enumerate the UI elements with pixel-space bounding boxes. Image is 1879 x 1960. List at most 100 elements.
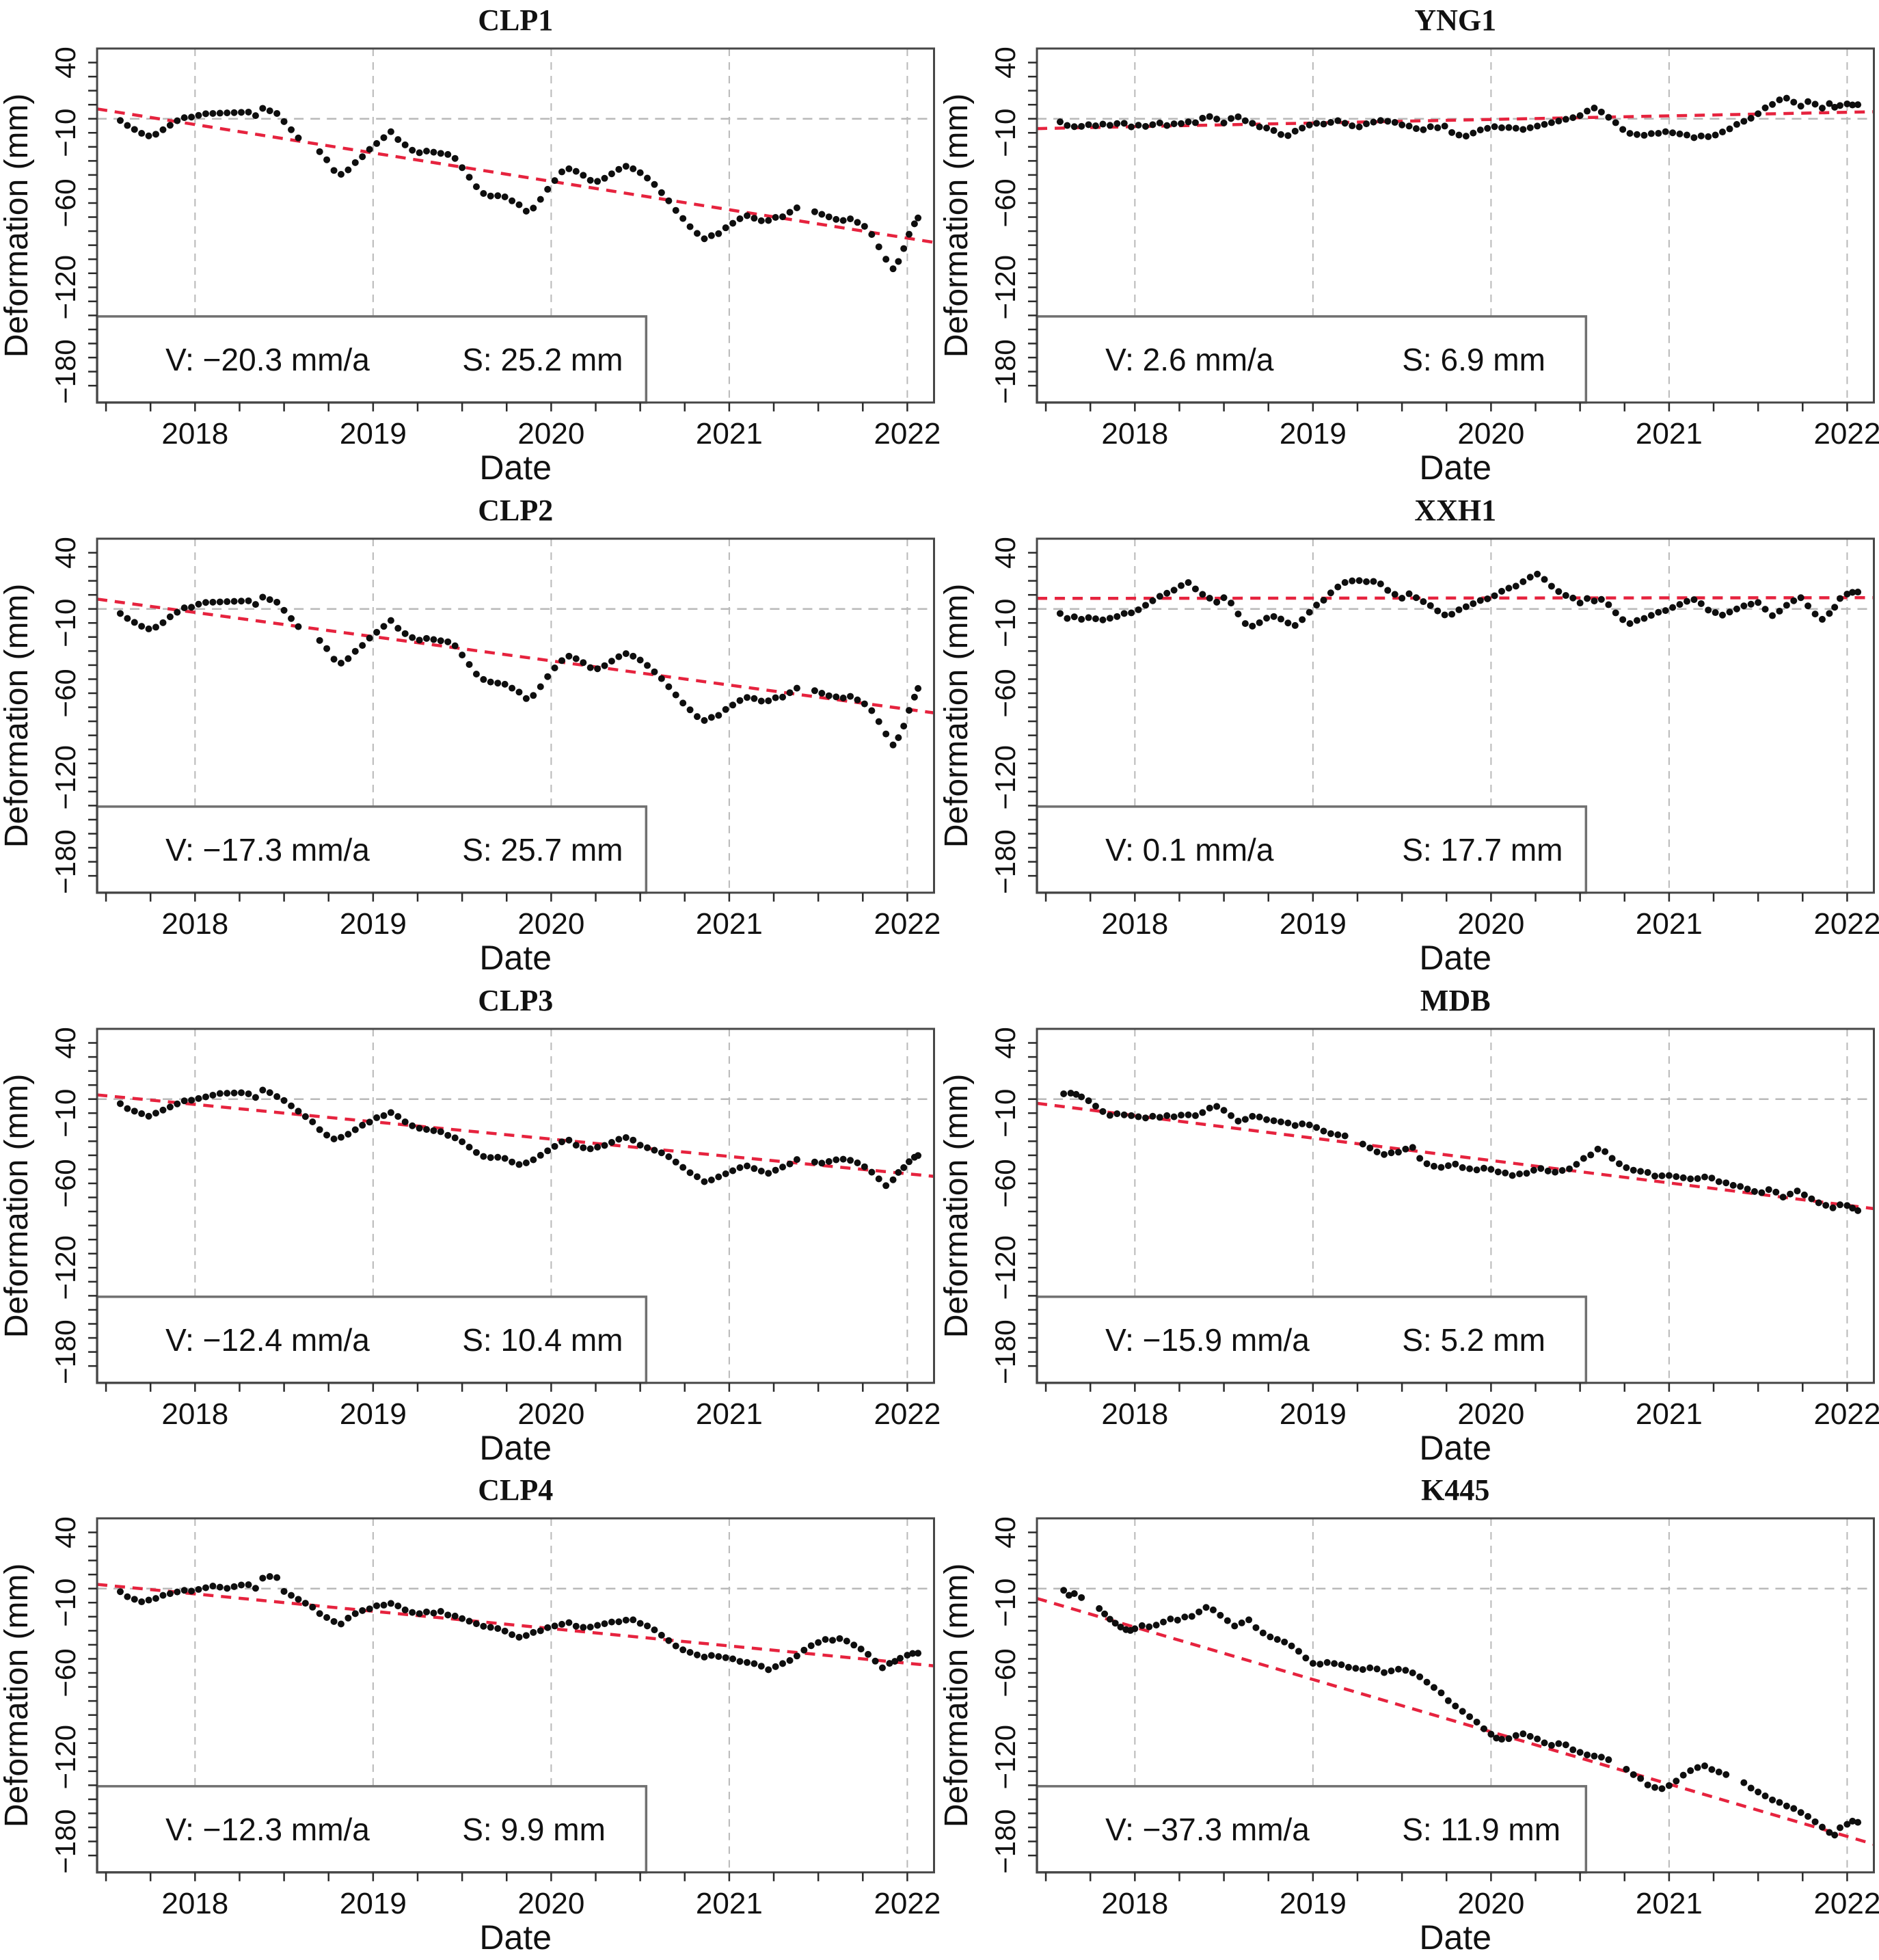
- x-axis-title: Date: [1419, 939, 1491, 977]
- trend-line: [1036, 1597, 1874, 1847]
- stats-box: [1035, 805, 1587, 894]
- x-ticks: [1044, 402, 1848, 412]
- x-tick-label: 2018: [161, 1887, 228, 1920]
- y-ticks: [1027, 1041, 1037, 1367]
- y-tick-label: −60: [49, 1649, 81, 1697]
- plot-border: [1036, 1027, 1875, 1384]
- x-tick-label: 2018: [161, 1397, 228, 1430]
- y-axis-title: Deformation (mm): [0, 94, 35, 358]
- x-tick-label: 2022: [874, 417, 939, 451]
- x-axis-title: Date: [479, 939, 552, 977]
- trend-line: [1036, 1101, 1874, 1210]
- velocity-value: V: −12.4 mm/a: [165, 1321, 370, 1357]
- panel-XXH1: V: 0.1 mm/a S: 17.7 mm 2018 2019 2020 2021 202…: [940, 490, 1879, 980]
- x-tick-label: 2021: [696, 417, 763, 451]
- panel-CLP3: V: −12.4 mm/a S: 10.4 mm 2018 2019 2020 2021 2…: [0, 980, 940, 1471]
- y-tick-label: −120: [49, 255, 81, 320]
- y-ticks: [88, 1041, 98, 1367]
- y-tick-label: −10: [49, 1088, 81, 1137]
- plot-border: [1036, 47, 1875, 404]
- scatter-points: [116, 105, 922, 273]
- y-tick-label: −180: [989, 339, 1021, 404]
- y-tick-label: −180: [989, 1810, 1021, 1875]
- y-axis-title: Deformation (mm): [940, 1073, 975, 1338]
- velocity-value: V: −17.3 mm/a: [165, 832, 370, 868]
- x-ticks: [105, 402, 908, 412]
- panel-title: CLP2: [478, 494, 553, 527]
- x-tick-label: 2020: [1457, 1887, 1524, 1920]
- y-tick-label: −180: [989, 1319, 1021, 1384]
- y-tick-label: −120: [49, 1725, 81, 1790]
- x-tick-label: 2020: [1457, 1397, 1524, 1430]
- plot-border: [1036, 1517, 1875, 1874]
- y-tick-label: 40: [49, 1027, 81, 1059]
- panel-title: XXH1: [1414, 494, 1496, 527]
- y-axis-title: Deformation (mm): [0, 1563, 35, 1828]
- y-axis-title: Deformation (mm): [940, 583, 975, 848]
- velocity-value: V: 0.1 mm/a: [1105, 832, 1274, 868]
- scatter-value: S: 5.2 mm: [1402, 1321, 1545, 1357]
- trend-line: [96, 1092, 934, 1178]
- x-tick-label: 2020: [517, 417, 584, 451]
- y-ticks: [88, 62, 98, 387]
- x-tick-label: 2021: [1635, 907, 1702, 941]
- y-tick-label: 40: [989, 1516, 1021, 1548]
- panel-YNG1: V: 2.6 mm/a S: 6.9 mm 2018 2019 2020 2021 2022…: [940, 0, 1879, 490]
- x-tick-label: 2018: [1101, 1887, 1168, 1920]
- x-tick-label: 2021: [1635, 1887, 1702, 1920]
- plot-border: [96, 1027, 935, 1384]
- scatter-points: [1059, 1587, 1861, 1839]
- scatter-points: [1056, 570, 1861, 630]
- x-ticks: [1044, 892, 1848, 902]
- x-tick-label: 2019: [340, 907, 407, 941]
- deformation-chart-CLP3: V: −12.4 mm/a S: 10.4 mm 2018 2019 2020 2021 2…: [0, 983, 940, 1466]
- x-axis-title: Date: [479, 448, 552, 487]
- panel-CLP4: V: −12.3 mm/a S: 9.9 mm 2018 2019 2020 2021 20…: [0, 1470, 940, 1960]
- y-axis-title: Deformation (mm): [0, 1073, 35, 1338]
- y-tick-label: −60: [989, 669, 1021, 717]
- x-tick-label: 2019: [340, 1887, 407, 1920]
- x-ticks: [105, 892, 908, 902]
- plot-border: [1036, 537, 1875, 894]
- y-tick-label: −120: [989, 1235, 1021, 1300]
- panel-title: YNG1: [1414, 3, 1496, 37]
- y-tick-label: −180: [989, 829, 1021, 894]
- x-axis-title: Date: [1419, 1918, 1491, 1957]
- deformation-chart-K445: V: −37.3 mm/a S: 11.9 mm 2018 2019 2020 2021 2…: [940, 1473, 1879, 1957]
- y-tick-label: −180: [49, 829, 81, 894]
- stats-box: [96, 1785, 648, 1874]
- scatter-value: S: 9.9 mm: [462, 1812, 606, 1847]
- panel-title: CLP4: [478, 1473, 553, 1507]
- y-tick-label: −120: [49, 1235, 81, 1300]
- y-ticks: [1027, 1531, 1037, 1857]
- trend-line: [1036, 110, 1874, 131]
- y-tick-label: −60: [989, 1649, 1021, 1697]
- y-ticks: [1027, 552, 1037, 877]
- x-tick-label: 2019: [340, 417, 407, 451]
- deformation-chart-CLP2: V: −17.3 mm/a S: 25.7 mm 2018 2019 2020 2021 2…: [0, 494, 940, 977]
- velocity-value: V: −20.3 mm/a: [165, 342, 370, 377]
- stats-box: [96, 315, 648, 404]
- plot-border: [96, 47, 935, 404]
- y-tick-label: −120: [989, 745, 1021, 810]
- x-tick-label: 2021: [696, 907, 763, 941]
- y-tick-label: −60: [49, 1159, 81, 1207]
- x-ticks: [105, 1872, 908, 1882]
- x-tick-label: 2020: [517, 907, 584, 941]
- velocity-value: V: −15.9 mm/a: [1105, 1321, 1310, 1357]
- deformation-chart-CLP1: V: −20.3 mm/a S: 25.2 mm 2018 2019 2020 2021 2…: [0, 3, 940, 487]
- y-tick-label: −10: [989, 1579, 1021, 1627]
- plot-border: [96, 537, 935, 894]
- x-tick-label: 2020: [517, 1397, 584, 1430]
- y-tick-label: 40: [989, 537, 1021, 569]
- y-tick-label: 40: [49, 1516, 81, 1548]
- y-tick-label: −60: [989, 1159, 1021, 1207]
- y-tick-label: −180: [49, 1319, 81, 1384]
- x-tick-label: 2022: [1813, 417, 1879, 451]
- x-tick-label: 2020: [1457, 417, 1524, 451]
- x-tick-label: 2022: [1813, 1887, 1879, 1920]
- scatter-points: [116, 1573, 922, 1674]
- panel-title: CLP1: [478, 3, 553, 37]
- stats-box: [1035, 1295, 1587, 1384]
